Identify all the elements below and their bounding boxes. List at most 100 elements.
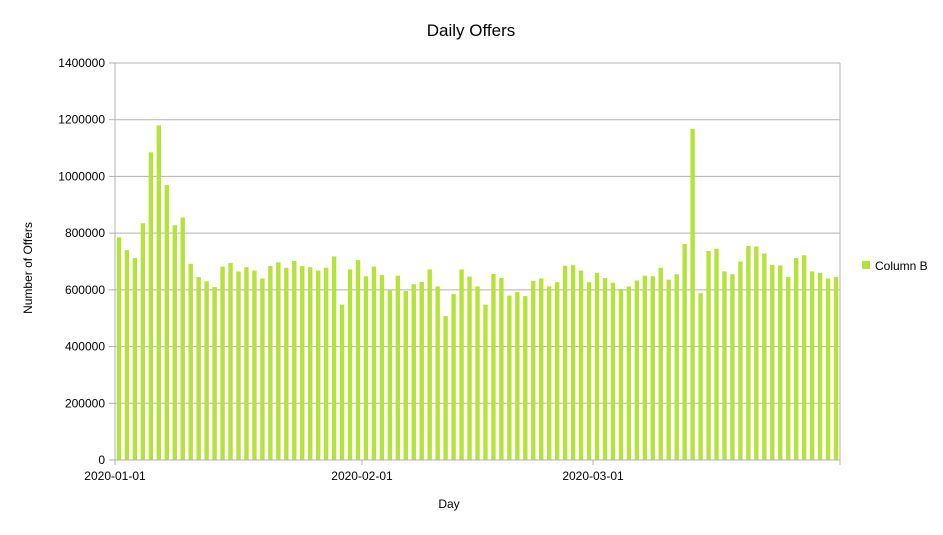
bar	[483, 304, 488, 460]
bar	[539, 278, 544, 460]
bar	[331, 256, 337, 460]
bar	[451, 294, 456, 460]
x-tick-label: 2020-03-01	[562, 469, 624, 483]
bar	[554, 282, 560, 460]
bar	[833, 277, 839, 460]
bar	[228, 262, 233, 460]
y-tick-label: 1200000	[58, 113, 105, 127]
bar	[292, 260, 297, 460]
bar	[531, 280, 536, 460]
x-tick-label: 2020-01-01	[84, 469, 146, 483]
bar	[180, 217, 185, 460]
x-tick-label: 2020-02-01	[331, 469, 393, 483]
bar	[204, 281, 209, 460]
bar	[363, 276, 369, 460]
bar	[650, 276, 655, 460]
bar	[507, 295, 512, 460]
bar	[634, 280, 640, 460]
bar	[132, 258, 138, 460]
x-axis-label: Day	[438, 497, 459, 511]
bar	[778, 265, 783, 460]
bars	[116, 125, 839, 460]
y-tick-label: 800000	[65, 226, 105, 240]
bar	[387, 290, 393, 460]
bar	[220, 266, 225, 460]
bar	[754, 246, 759, 460]
bar	[371, 266, 377, 460]
bar	[642, 275, 647, 460]
bar	[817, 272, 823, 460]
bar	[515, 292, 520, 460]
bar	[140, 223, 146, 460]
bar	[300, 266, 305, 460]
y-tick-label: 1400000	[58, 56, 105, 70]
bar	[809, 271, 815, 460]
axes	[109, 62, 841, 465]
bar	[738, 261, 743, 460]
bar	[124, 250, 130, 460]
bar	[148, 152, 154, 460]
bar	[276, 262, 281, 460]
bar	[618, 289, 624, 460]
bar	[610, 282, 616, 460]
bar	[825, 278, 831, 460]
y-tick-label: 400000	[65, 340, 105, 354]
bar	[594, 272, 600, 460]
bar	[172, 225, 177, 460]
bar	[116, 237, 122, 460]
bar	[698, 293, 703, 460]
bar	[674, 274, 679, 460]
y-tick-label: 200000	[65, 396, 105, 410]
bar	[746, 245, 751, 460]
bar	[467, 276, 472, 460]
bar	[730, 274, 735, 460]
bar	[762, 253, 767, 460]
bar	[156, 125, 162, 460]
y-tick-label: 0	[98, 453, 105, 467]
bar	[714, 248, 719, 460]
bar	[379, 275, 385, 460]
bar	[443, 315, 448, 460]
bar	[284, 267, 289, 460]
bar	[403, 290, 408, 460]
bar	[339, 304, 345, 460]
bar	[586, 282, 592, 460]
bar	[196, 277, 201, 460]
bar	[164, 184, 169, 460]
bar	[499, 277, 504, 460]
bar	[323, 267, 329, 460]
bar	[308, 267, 313, 460]
bar	[435, 286, 440, 460]
bar	[411, 284, 416, 460]
bar	[475, 286, 480, 460]
bar	[706, 251, 711, 460]
bar	[770, 264, 775, 460]
bar	[523, 296, 528, 460]
bar	[315, 270, 321, 460]
bar	[626, 286, 632, 460]
legend: Column B	[862, 259, 928, 273]
bar	[491, 273, 496, 460]
bar	[459, 269, 464, 460]
bar	[268, 266, 273, 460]
y-axis-label: Number of Offers	[21, 222, 35, 314]
bar	[419, 281, 424, 460]
y-tick-label: 600000	[65, 283, 105, 297]
bar	[793, 258, 799, 460]
bar	[690, 128, 695, 460]
bar	[236, 271, 241, 460]
bar	[244, 267, 249, 460]
bar	[188, 263, 193, 460]
bar	[252, 270, 257, 460]
bar	[212, 287, 217, 460]
bar	[722, 271, 727, 460]
bar	[570, 265, 576, 460]
bar	[658, 267, 663, 460]
bar	[786, 277, 791, 460]
bar	[395, 275, 401, 460]
tick-labels: 0 200000 400000 600000 800000 1000000 1200000 1…	[58, 56, 624, 483]
y-tick-label: 1000000	[58, 169, 105, 183]
legend-label: Column B	[875, 259, 928, 273]
